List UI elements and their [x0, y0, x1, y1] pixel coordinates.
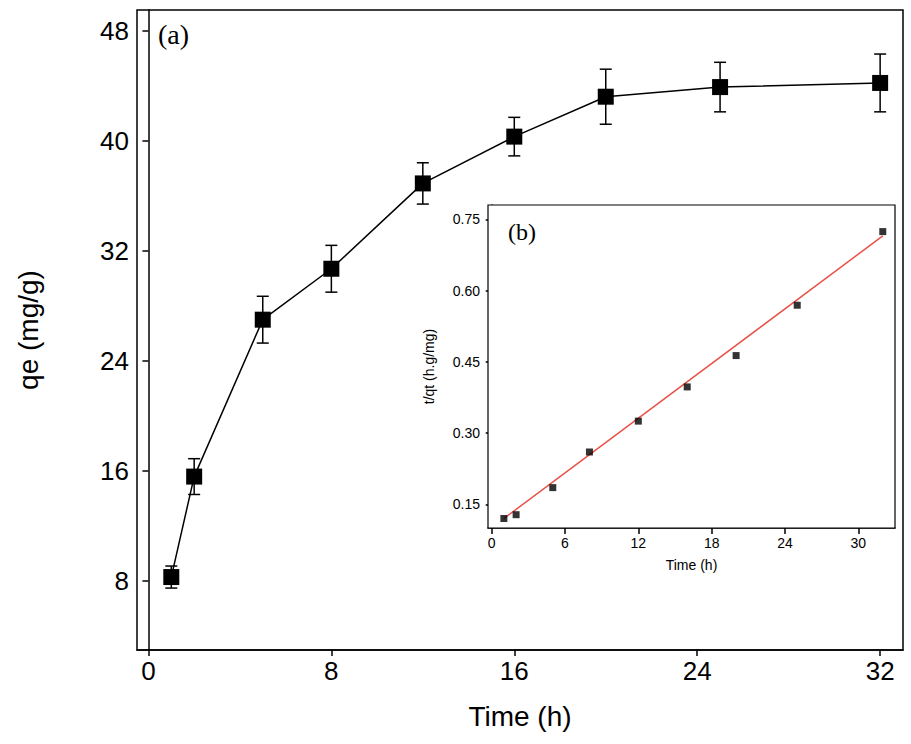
svg-text:t/qt (h.g/mg): t/qt (h.g/mg) — [421, 329, 437, 404]
svg-text:qe (mg/g): qe (mg/g) — [13, 270, 44, 390]
svg-text:30: 30 — [851, 535, 867, 551]
svg-text:16: 16 — [500, 656, 529, 686]
svg-text:0.15: 0.15 — [453, 496, 480, 512]
svg-text:0.75: 0.75 — [453, 211, 480, 227]
svg-text:0: 0 — [488, 535, 496, 551]
svg-text:(b): (b) — [508, 219, 536, 245]
svg-text:48: 48 — [100, 16, 129, 46]
svg-text:32: 32 — [100, 236, 129, 266]
svg-text:16: 16 — [100, 456, 129, 486]
svg-text:Time (h): Time (h) — [468, 701, 571, 732]
svg-text:0.60: 0.60 — [453, 283, 480, 299]
svg-text:8: 8 — [324, 656, 338, 686]
svg-text:0.30: 0.30 — [453, 425, 480, 441]
svg-text:8: 8 — [115, 566, 129, 596]
svg-text:24: 24 — [683, 656, 712, 686]
svg-text:24: 24 — [777, 535, 793, 551]
svg-text:24: 24 — [100, 346, 129, 376]
svg-text:40: 40 — [100, 126, 129, 156]
svg-text:0: 0 — [141, 656, 155, 686]
svg-text:Time (h): Time (h) — [666, 557, 718, 573]
svg-text:(a): (a) — [158, 19, 189, 50]
svg-text:6: 6 — [561, 535, 569, 551]
svg-text:32: 32 — [866, 656, 895, 686]
svg-text:18: 18 — [704, 535, 720, 551]
svg-text:12: 12 — [631, 535, 647, 551]
svg-text:0.45: 0.45 — [453, 354, 480, 370]
